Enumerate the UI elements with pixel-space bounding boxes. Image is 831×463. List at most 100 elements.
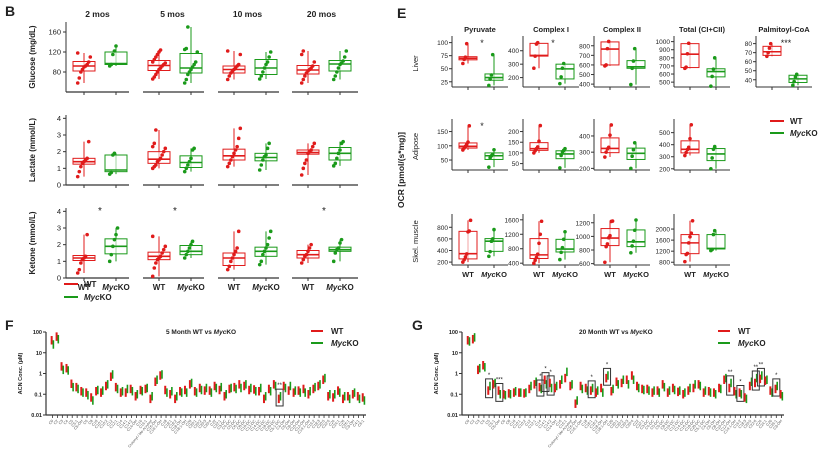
box-wt — [600, 39, 620, 68]
box — [706, 234, 726, 250]
data-point — [711, 67, 716, 71]
box-wt — [762, 41, 782, 59]
data-point — [267, 141, 271, 146]
box-wt — [680, 218, 700, 264]
x-tick-label: C18:3 — [738, 419, 748, 429]
data-point — [261, 70, 265, 74]
box-ko — [626, 218, 646, 255]
data-point — [184, 77, 189, 82]
y-tick-label: 1 — [39, 372, 42, 378]
y-tick-label: 0.1 — [450, 392, 458, 398]
text-span: Myc — [552, 270, 567, 279]
data-point — [606, 145, 611, 150]
subplot: 800 1200 1600 2000 WT MycKO — [656, 214, 730, 279]
data-point — [539, 219, 544, 224]
chart-title: 20 Month WT vs MycKO — [579, 329, 653, 336]
data-point — [335, 156, 339, 161]
text-span: Myc — [703, 270, 718, 279]
data-point — [184, 252, 189, 257]
box-ko — [626, 46, 646, 87]
data-point — [306, 249, 310, 254]
text-span: KO — [226, 329, 236, 336]
x-tick-label: C10 — [509, 419, 517, 427]
y-tick-label: 1200 — [656, 249, 671, 256]
data-point — [344, 49, 349, 53]
group-title: 5 mos — [160, 9, 185, 19]
significance-box — [603, 367, 612, 386]
x-tick-label: C0 — [464, 419, 470, 425]
y-tick-label: 1000 — [656, 39, 671, 46]
x-tick-label: C8-OH — [711, 419, 722, 431]
data-point — [187, 246, 192, 250]
box-ko — [254, 50, 278, 81]
text-span: Myc — [738, 339, 754, 348]
data-point — [182, 81, 187, 85]
data-point — [686, 241, 691, 245]
data-point — [236, 136, 241, 141]
y-tick-label: 800 — [579, 248, 590, 255]
x-tick-label: C6 — [83, 419, 89, 425]
data-point — [115, 226, 120, 230]
data-point — [304, 158, 309, 162]
x-tick-label-wt: WT — [78, 283, 91, 292]
x-tick-label: C10:1 — [94, 419, 104, 429]
significance-star: * — [539, 374, 542, 380]
data-point — [112, 237, 117, 242]
data-point — [152, 266, 157, 270]
y-tick-label: 10 — [36, 351, 42, 357]
x-tick-label-ko: MycKO — [481, 270, 507, 279]
y-tick-label: 600 — [579, 62, 590, 69]
y-tick-label: 200 — [659, 166, 670, 173]
y-tick-label: 80 — [53, 68, 61, 77]
data-point — [792, 79, 796, 84]
box — [529, 238, 549, 259]
y-tick-label: 1000 — [576, 234, 591, 241]
data-point — [233, 148, 238, 152]
x-tick-label-wt: WT — [604, 270, 616, 279]
data-point — [186, 249, 190, 254]
y-tick-label: 800 — [659, 55, 670, 62]
data-point — [532, 261, 536, 265]
data-point — [710, 156, 714, 160]
data-point — [88, 55, 93, 59]
data-point — [606, 39, 611, 44]
data-point — [561, 61, 566, 66]
data-point — [161, 149, 166, 154]
data-point — [257, 262, 262, 267]
data-point — [257, 77, 262, 81]
y-tick-label: 0 — [57, 274, 61, 283]
y-tick-label: 400 — [508, 48, 519, 55]
box-ko — [484, 52, 504, 88]
box — [529, 42, 549, 57]
x-tick-label: C5-OH — [73, 419, 84, 431]
data-point — [331, 259, 336, 264]
data-point — [712, 56, 717, 60]
data-point — [195, 50, 200, 54]
x-tick-label-wt: WT — [228, 283, 241, 292]
data-point — [85, 156, 89, 161]
y-tick-label: 3 — [57, 224, 61, 233]
data-point — [709, 84, 713, 88]
data-point — [264, 153, 268, 157]
significance-star: * — [739, 380, 742, 386]
data-point — [629, 166, 633, 171]
box-wt — [222, 49, 246, 82]
box-ko — [328, 237, 352, 264]
x-tick-label: C22:1 — [635, 419, 645, 429]
y-tick-label: 2000 — [656, 227, 671, 234]
column-title: Palmitoyl-CoA — [758, 25, 810, 34]
data-point — [563, 229, 567, 234]
x-tick-label-wt: WT — [684, 270, 696, 279]
x-tick-label: C24 — [755, 419, 763, 427]
y-tick-label: 1 — [57, 164, 61, 173]
subplot: 400 500 600 700 800 — [579, 36, 650, 90]
data-point — [559, 153, 563, 158]
data-point — [333, 74, 338, 78]
data-point — [794, 72, 799, 77]
data-point — [265, 60, 270, 64]
x-tick-label: C3-OH — [345, 419, 356, 431]
data-point — [235, 144, 239, 149]
x-tick-label: C12 — [106, 419, 114, 427]
